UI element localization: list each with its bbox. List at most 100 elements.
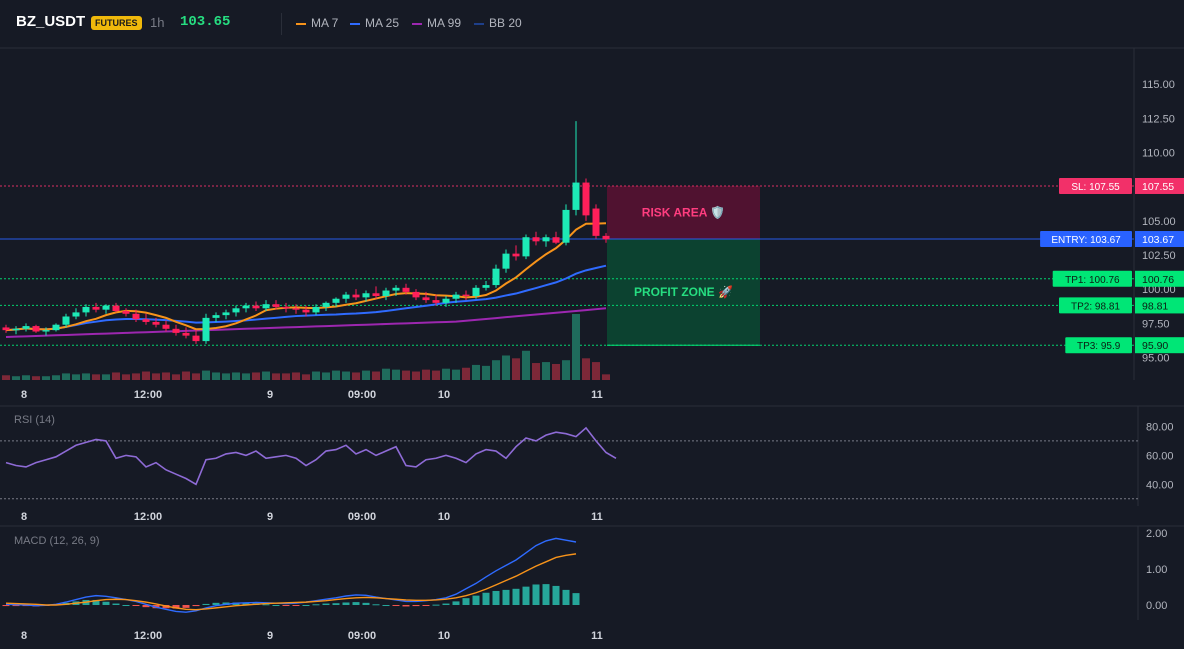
candle-body (2, 327, 10, 331)
macd-histogram-bar (402, 605, 410, 607)
macd-histogram-bar (462, 598, 470, 605)
volume-bar (302, 374, 310, 380)
macd-histogram-bar (422, 605, 430, 606)
volume-bar (12, 376, 20, 380)
candle-body (202, 317, 210, 342)
volume-bar (562, 360, 570, 380)
candle-body (502, 253, 510, 269)
level-tag-sl (1059, 177, 1132, 194)
volume-bar (342, 371, 350, 380)
candle-body (282, 306, 290, 309)
level-tag-tp1 (1052, 270, 1132, 287)
candle-body (332, 298, 340, 303)
candle-body (412, 291, 420, 298)
legend-ma7[interactable]: MA 7 (296, 16, 338, 30)
macd-line (5, 537, 577, 613)
macd-histogram-bar (332, 603, 340, 605)
rsi-line (5, 426, 617, 486)
time-tick-label: 10 (438, 511, 450, 523)
volume-bar (262, 371, 270, 380)
candle-body (162, 324, 170, 329)
volume-bar (42, 376, 50, 380)
macd-histogram-bar (302, 605, 310, 606)
legend-bb20[interactable]: BB 20 (474, 16, 522, 30)
macd-histogram-bar (522, 586, 530, 605)
level-axis-label-sl: 107.55 (1142, 181, 1174, 193)
level-tag-entry (1040, 231, 1132, 248)
price-tick-label: 105.00 (1142, 216, 1176, 228)
candle-body (142, 319, 150, 322)
candle-body (152, 321, 160, 325)
ma25-swatch (350, 22, 360, 25)
volume-bar (282, 373, 290, 380)
macd-histogram-bar (502, 589, 510, 605)
candle-body (262, 304, 270, 309)
candle-body (312, 306, 320, 313)
time-tick-label: 10 (438, 630, 450, 642)
macd-label: MACD (12, 26, 9) (14, 535, 100, 547)
symbol-name[interactable]: BZ_USDT (16, 13, 86, 30)
time-tick-label: 11 (591, 389, 603, 401)
ma25-label: MA 25 (365, 16, 400, 30)
price-tick-label: 97.50 (1142, 318, 1170, 330)
volume-bar (582, 358, 590, 380)
volume-bar (412, 371, 420, 380)
volume-bar (452, 369, 460, 380)
level-axis-tag-entry (1135, 231, 1184, 248)
macd-histogram-bar (142, 605, 150, 608)
macd-histogram-bar (12, 605, 20, 607)
bb20-swatch (474, 22, 484, 25)
macd-histogram-bar (262, 604, 270, 606)
ma99-label: MA 99 (427, 16, 462, 30)
time-tick-label: 12:00 (134, 389, 162, 401)
candle-body (492, 268, 500, 286)
macd-histogram-bar (292, 605, 300, 606)
volume-bar (422, 369, 430, 380)
volume-bar (212, 372, 220, 380)
macd-histogram-bar (552, 585, 560, 605)
candle-body (252, 305, 260, 309)
level-tag-label-tp3: TP3: 95.9 (1077, 341, 1121, 352)
volume-bar (312, 371, 320, 380)
candle-body (212, 315, 220, 318)
candle-body (42, 330, 50, 332)
volume-bar (142, 371, 150, 380)
volume-bar (362, 370, 370, 380)
timeframe-label[interactable]: 1h (150, 15, 165, 30)
candle-body (342, 294, 350, 299)
ma7-label: MA 7 (311, 16, 339, 30)
macd-histogram-bar (212, 602, 220, 605)
profit-zone-label: PROFIT ZONE 🚀 (634, 285, 733, 299)
volume-bar (122, 374, 130, 380)
volume-bar (102, 374, 110, 380)
volume-bar (492, 360, 500, 380)
candle-body (292, 308, 300, 310)
volume-bar (332, 370, 340, 380)
volume-bar (62, 373, 70, 380)
macd-histogram-bar (92, 599, 100, 605)
volume-bar (602, 374, 610, 380)
legend-ma99[interactable]: MA 99 (412, 16, 461, 30)
risk-area-zone (607, 185, 760, 240)
time-tick-label: 8 (21, 389, 27, 401)
level-tag-label-entry: ENTRY: 103.67 (1051, 235, 1121, 246)
candle-body (132, 313, 140, 320)
futures-badge: FUTURES (91, 16, 142, 30)
candle-body (12, 328, 20, 331)
volume-bar (272, 373, 280, 380)
candle-body (172, 328, 180, 333)
volume-bar (182, 371, 190, 380)
time-tick-label: 9 (267, 630, 273, 642)
bb20-label: BB 20 (489, 16, 522, 30)
legend-ma25[interactable]: MA 25 (350, 16, 399, 30)
volume-bar (152, 373, 160, 380)
volume-bar (242, 373, 250, 380)
volume-bar (202, 370, 210, 380)
volume-bar (352, 372, 360, 380)
volume-bar (402, 370, 410, 380)
macd-histogram-bar (412, 605, 420, 607)
macd-histogram-bar (312, 604, 320, 606)
level-tag-label-sl: SL: 107.55 (1071, 182, 1120, 193)
time-tick-label: 09:00 (348, 389, 376, 401)
